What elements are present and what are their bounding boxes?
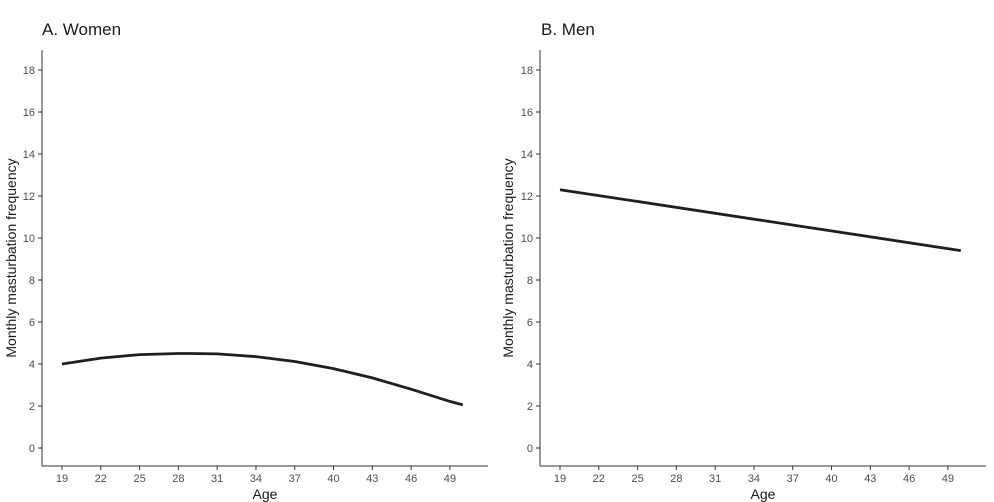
y-tick-label: 18 xyxy=(521,65,533,77)
x-axis-title: Age xyxy=(751,486,776,502)
x-axis-title: Age xyxy=(253,486,278,502)
x-tick-label: 31 xyxy=(709,473,721,485)
y-tick-label: 8 xyxy=(527,275,533,287)
x-tick-label: 49 xyxy=(942,473,954,485)
y-tick-label: 0 xyxy=(29,443,35,455)
y-tick-label: 14 xyxy=(23,149,35,161)
y-tick-label: 0 xyxy=(527,443,533,455)
y-axis-title: Monthly masturbation frequency xyxy=(3,158,19,357)
x-tick-label: 28 xyxy=(172,473,184,485)
y-tick-label: 10 xyxy=(521,233,533,245)
y-tick-label: 4 xyxy=(29,359,35,371)
x-tick-label: 31 xyxy=(211,473,223,485)
x-tick-label: 49 xyxy=(444,473,456,485)
x-tick-label: 22 xyxy=(95,473,107,485)
panel-title: A. Women xyxy=(42,20,122,39)
x-tick-label: 37 xyxy=(787,473,799,485)
panel-title: B. Men xyxy=(541,20,595,39)
series-line xyxy=(559,188,962,252)
series-line xyxy=(61,352,464,407)
y-tick-label: 10 xyxy=(23,233,35,245)
y-tick-label: 4 xyxy=(527,359,533,371)
y-tick-label: 16 xyxy=(521,107,533,119)
y-tick-label: 6 xyxy=(527,317,533,329)
chart-panel-women: A. Women 0 2 4 6 8 10 12 14 16 18 19 22 25 28 31 34 37 40… xyxy=(3,20,488,502)
y-tick-label: 8 xyxy=(29,275,35,287)
y-tick-label: 12 xyxy=(23,191,35,203)
y-tick-label: 14 xyxy=(521,149,533,161)
x-tick-label: 43 xyxy=(864,473,876,485)
y-tick-label: 16 xyxy=(23,107,35,119)
y-tick-label: 2 xyxy=(527,401,533,413)
y-tick-label: 2 xyxy=(29,401,35,413)
y-axis-title: Monthly masturbation frequency xyxy=(500,158,516,357)
y-tick-label: 12 xyxy=(521,191,533,203)
y-tick-label: 18 xyxy=(23,65,35,77)
x-tick-label: 34 xyxy=(250,473,262,485)
x-tick-label: 46 xyxy=(903,473,915,485)
x-tick-label: 43 xyxy=(366,473,378,485)
x-tick-label: 25 xyxy=(631,473,643,485)
x-tick-label: 25 xyxy=(133,473,145,485)
x-tick-label: 34 xyxy=(748,473,760,485)
x-tick-label: 22 xyxy=(593,473,605,485)
y-tick-label: 6 xyxy=(29,317,35,329)
x-tick-label: 28 xyxy=(670,473,682,485)
x-tick-label: 37 xyxy=(289,473,301,485)
chart-panel-men: B. Men 0 2 4 6 8 10 12 14 16 18 19 22 25 28 31 34 37 40 43… xyxy=(497,0,994,502)
x-tick-label: 40 xyxy=(825,473,837,485)
x-tick-label: 46 xyxy=(405,473,417,485)
x-tick-label: 19 xyxy=(554,473,566,485)
x-tick-label: 19 xyxy=(56,473,68,485)
x-tick-label: 40 xyxy=(327,473,339,485)
